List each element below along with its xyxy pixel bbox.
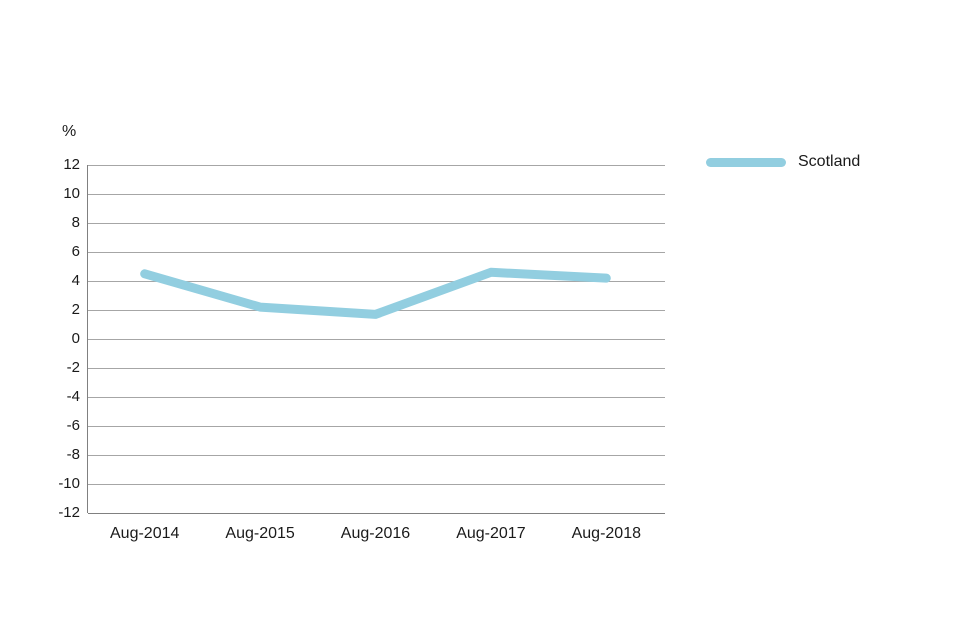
x-tick-label: Aug-2016 <box>340 525 411 542</box>
y-tick-label: 6 <box>71 243 80 260</box>
x-tick-label: Aug-2014 <box>109 525 180 542</box>
x-tick-label: Aug-2015 <box>225 525 295 542</box>
y-tick-label: -2 <box>66 359 80 376</box>
gridline <box>88 194 665 195</box>
x-tick-label: Aug-2018 <box>571 525 641 542</box>
gridline <box>88 310 665 311</box>
y-tick-label: 10 <box>63 185 80 202</box>
gridline <box>88 252 665 253</box>
gridline <box>88 281 665 282</box>
plot-area <box>87 165 665 514</box>
gridline <box>88 426 665 427</box>
y-tick-label: 12 <box>63 156 80 173</box>
y-tick-label: -12 <box>58 504 80 521</box>
y-tick-label: -6 <box>66 417 80 434</box>
gridline <box>88 339 665 340</box>
legend-series-label: Scotland <box>798 153 861 170</box>
gridline <box>88 455 665 456</box>
y-tick-label: -8 <box>66 446 80 463</box>
y-tick-label: 8 <box>71 214 80 231</box>
legend-line-swatch <box>706 157 786 167</box>
y-tick-label: 4 <box>71 272 80 289</box>
y-tick-label: 0 <box>71 330 80 347</box>
y-tick-label: 2 <box>71 301 80 318</box>
y-tick-label: -10 <box>58 475 80 492</box>
gridline <box>88 397 665 398</box>
gridline <box>88 223 665 224</box>
gridline <box>88 368 665 369</box>
gridline <box>88 484 665 485</box>
x-tick-label: Aug-2017 <box>456 525 526 542</box>
y-tick-label: -4 <box>66 388 80 405</box>
gridline <box>88 165 665 166</box>
gridline <box>88 513 665 514</box>
legend: Scotland <box>706 150 860 174</box>
y-axis-unit-label: % <box>62 123 77 140</box>
